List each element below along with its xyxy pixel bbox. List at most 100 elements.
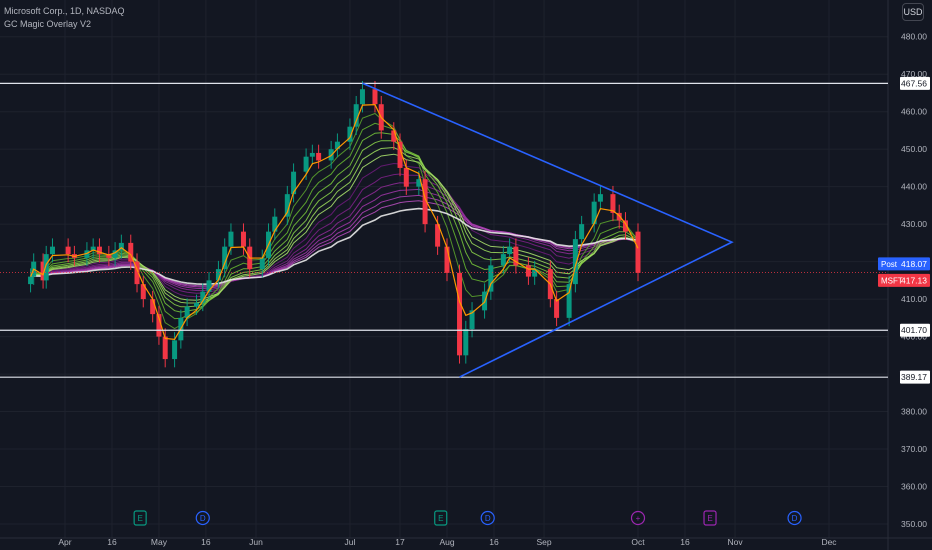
candle [622, 220, 628, 232]
candle [259, 257, 265, 270]
time-tick-label: 17 [395, 537, 405, 547]
ma-line-green [30, 153, 639, 301]
candle [463, 329, 469, 356]
marker-shape [703, 510, 717, 526]
currency-button[interactable]: USD [902, 3, 924, 21]
marker-shape [195, 510, 210, 526]
level-tag [900, 76, 930, 90]
marker-shape [787, 510, 802, 526]
candle [422, 179, 428, 225]
candle [150, 299, 156, 315]
event-marker: D [195, 510, 210, 526]
candle [215, 269, 221, 281]
candle [513, 246, 519, 266]
candle [316, 152, 322, 161]
candle [291, 171, 297, 195]
candle [372, 89, 378, 105]
time-tick-label: 16 [680, 537, 690, 547]
ma-line-purple [30, 162, 639, 298]
marker-label: E [137, 514, 142, 523]
marker-shape [630, 510, 646, 526]
candle [309, 152, 315, 157]
time-tick-label: 16 [107, 537, 117, 547]
time-tick-label: Oct [631, 537, 645, 547]
candle [635, 231, 641, 273]
candle [610, 194, 616, 213]
candle [303, 156, 309, 172]
candle [488, 265, 494, 292]
ma-line-green [30, 112, 639, 330]
candle [184, 306, 190, 318]
candle [240, 231, 246, 247]
time-tick-label: Nov [728, 537, 744, 547]
candle [416, 179, 422, 187]
ma-line-green [30, 132, 639, 313]
candle [172, 340, 178, 360]
level-tag-label: 401.70 [901, 325, 927, 335]
price-tick-label: 450.00 [901, 144, 927, 154]
event-marker: E [133, 510, 147, 526]
candle [106, 254, 112, 258]
candle [49, 246, 55, 255]
price-tick-label: 480.00 [901, 32, 927, 42]
candle [457, 272, 463, 356]
event-marker: + [630, 510, 646, 526]
level-tag-label: 467.56 [901, 78, 927, 88]
candle [500, 254, 506, 266]
candle [194, 302, 200, 307]
marker-label: D [485, 514, 491, 523]
ma-line-white [30, 207, 639, 286]
time-tick-label: Jul [344, 537, 355, 547]
marker-label: E [438, 514, 443, 523]
candle [128, 242, 134, 262]
candle [140, 284, 146, 300]
time-tick-label: May [151, 537, 168, 547]
level-tag [900, 323, 930, 337]
candle [579, 224, 585, 240]
candle [616, 212, 622, 221]
price-tick-label: 470.00 [901, 69, 927, 79]
marker-label: D [200, 514, 206, 523]
time-tick-label: 16 [201, 537, 211, 547]
indicator-title[interactable]: GC Magic Overlay V2 [4, 19, 92, 29]
price-tick-label: 380.00 [901, 407, 927, 417]
time-tick-label: Apr [58, 537, 71, 547]
candle [353, 104, 359, 127]
time-tick-label: Dec [821, 537, 837, 547]
marker-shape [480, 510, 495, 526]
event-marker: D [480, 510, 495, 526]
candle [359, 89, 365, 105]
candle [222, 246, 228, 270]
marker-shape [133, 510, 147, 526]
candle [347, 126, 353, 142]
price-tag-label: Post [881, 260, 898, 269]
candle [284, 194, 290, 217]
candle [134, 261, 140, 285]
ma-line-purple [30, 173, 639, 294]
candle [403, 167, 409, 187]
marker-shape [434, 510, 448, 526]
candle [162, 336, 168, 360]
marker-label: + [636, 514, 641, 523]
symbol-title[interactable]: Microsoft Corp., 1D, NASDAQ [4, 6, 125, 16]
time-tick-label: Aug [439, 537, 454, 547]
event-markers: E D E D + E D [133, 510, 802, 526]
level-tag-label: 389.17 [901, 372, 927, 382]
event-marker: E [434, 510, 448, 526]
marker-label: D [792, 514, 798, 523]
time-tick-label: 16 [489, 537, 499, 547]
price-tick-label: 460.00 [901, 107, 927, 117]
candle [272, 216, 278, 232]
event-marker: D [787, 510, 802, 526]
candle [597, 194, 603, 202]
price-tick-label: 350.00 [901, 519, 927, 529]
price-tag-value: 417.13 [901, 275, 927, 285]
candle [65, 246, 71, 255]
price-tick-label: 430.00 [901, 219, 927, 229]
candle [118, 242, 124, 251]
ma-ribbons [30, 112, 639, 330]
candle [532, 269, 538, 277]
chart-legend: Microsoft Corp., 1D, NASDAQ GC Magic Ove… [4, 5, 125, 31]
candle [391, 130, 397, 142]
